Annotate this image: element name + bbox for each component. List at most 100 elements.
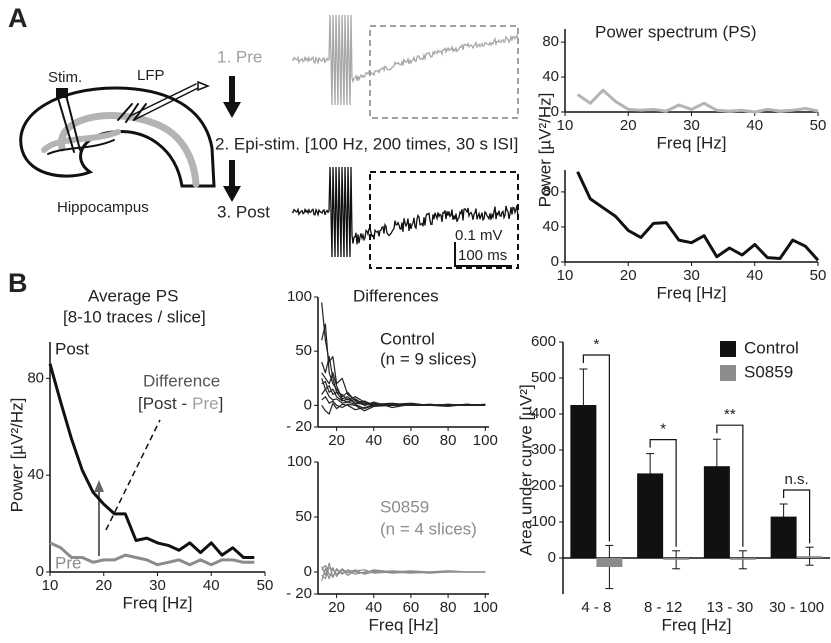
y-axis-label: Area under curve [µV²] — [516, 384, 535, 555]
annotation: (n = 9 slices) — [380, 349, 477, 368]
y-tick-label: 0 — [304, 396, 312, 413]
y-tick-label: 500 — [531, 369, 556, 386]
annotation: ] — [219, 394, 224, 413]
legend-label: S0859 — [744, 362, 793, 381]
significance-bracket — [716, 424, 744, 547]
bar — [703, 466, 730, 558]
y-tick-label: 200 — [531, 477, 556, 494]
x-tick-label: 20 — [328, 599, 345, 616]
x-tick-label: 40 — [365, 432, 382, 449]
step-label: 3. Post — [217, 202, 270, 221]
chart-title: Differences — [353, 286, 439, 305]
annotation: Pre — [192, 394, 218, 413]
series-label: Post — [55, 339, 89, 358]
x-tick-label: 50 — [810, 267, 827, 284]
lfp-label: LFP — [137, 67, 165, 84]
y-tick-label: 0 — [304, 563, 312, 580]
x-tick-label: 30 - 100 — [769, 599, 824, 616]
significance-label: ** — [724, 406, 736, 423]
lfp-traces — [291, 14, 519, 258]
annotation: S0859 — [380, 497, 429, 516]
x-tick-label: 4 - 8 — [581, 599, 611, 616]
series-line — [321, 402, 486, 415]
bar — [663, 558, 690, 560]
window-box — [369, 171, 519, 269]
trace — [291, 166, 519, 258]
y-tick-label: 0 — [551, 253, 559, 270]
y-tick-label: 40 — [542, 68, 559, 85]
x-axis-label: Freq [Hz] — [123, 593, 193, 612]
y-tick-label: 50 — [295, 508, 312, 525]
step-label: 2. Epi-stim. [100 Hz, 200 times, 30 s IS… — [215, 134, 518, 153]
legend-swatch — [720, 341, 736, 357]
series-line — [48, 363, 255, 559]
x-tick-label: 10 — [557, 117, 574, 134]
x-axis-label: Freq [Hz] — [369, 615, 439, 634]
annotation: Control — [380, 329, 435, 348]
stim-label: Stim. — [48, 69, 82, 86]
x-tick-label: 50 — [810, 117, 827, 134]
y-tick-label: 0 — [36, 563, 44, 580]
scale-label: 0.1 mV — [455, 227, 503, 244]
hippocampus-label: Hippocampus — [57, 199, 149, 216]
x-tick-label: 100 — [473, 599, 498, 616]
significance-label: n.s. — [785, 471, 809, 488]
bar — [729, 558, 756, 560]
annotation: [Post - Pre] — [138, 394, 223, 413]
y-tick-label: 400 — [531, 405, 556, 422]
window-box — [369, 25, 519, 119]
series-line — [576, 171, 820, 262]
x-tick-label: 10 — [557, 267, 574, 284]
arrow — [223, 76, 241, 202]
x-axis-label: Freq [Hz] — [657, 133, 727, 152]
bar — [596, 558, 623, 567]
difference-pointer — [105, 419, 161, 531]
annotation: [Post - — [138, 394, 187, 413]
y-tick-label: 100 — [531, 513, 556, 530]
difference-arrow — [94, 480, 104, 492]
x-tick-label: 60 — [403, 432, 420, 449]
annotation: Difference — [143, 371, 220, 390]
series-line — [321, 564, 486, 577]
significance-label: * — [593, 336, 599, 353]
x-axis-label: Freq [Hz] — [662, 615, 732, 634]
y-tick-label: 40 — [542, 218, 559, 235]
x-tick-label: 40 — [746, 267, 763, 284]
chart-title: Average PS — [88, 286, 178, 305]
series-line — [49, 541, 255, 567]
bar — [637, 473, 664, 558]
step-label: 1. Pre — [217, 47, 262, 66]
legend-swatch — [720, 365, 736, 381]
x-tick-label: 50 — [257, 577, 274, 594]
bar — [770, 516, 797, 558]
y-axis-label: Power [µV²/Hz] — [535, 93, 554, 208]
x-tick-label: 20 — [95, 577, 112, 594]
x-tick-label: 10 — [42, 577, 59, 594]
y-tick-label: 80 — [27, 369, 44, 386]
panel-label: B — [8, 268, 28, 298]
y-tick-label: 100 — [287, 288, 312, 305]
y-tick-label: 0 — [548, 549, 556, 566]
y-tick-label: 100 — [287, 453, 312, 470]
y-axis-label: Power [µV²/Hz] — [7, 398, 26, 513]
series-label: Pre — [55, 553, 81, 572]
bar — [796, 556, 823, 558]
significance-bracket — [649, 439, 677, 547]
x-tick-label: 40 — [746, 117, 763, 134]
chart-subtitle: [8-10 traces / slice] — [63, 307, 206, 326]
significance-bracket — [783, 489, 811, 544]
chart-title: Power spectrum (PS) — [595, 22, 757, 41]
x-tick-label: 13 - 30 — [707, 599, 754, 616]
x-tick-label: 8 - 12 — [644, 599, 682, 616]
x-tick-label: 30 — [149, 577, 166, 594]
x-tick-label: 30 — [683, 267, 700, 284]
x-tick-label: 30 — [683, 117, 700, 134]
bar — [570, 405, 597, 558]
series-line — [321, 567, 486, 581]
y-tick-label: 80 — [542, 183, 559, 200]
annotation: (n = 4 slices) — [380, 519, 477, 538]
hippocampus-diagram — [19, 80, 216, 188]
x-tick-label: 20 — [328, 432, 345, 449]
x-tick-label: 60 — [403, 599, 420, 616]
